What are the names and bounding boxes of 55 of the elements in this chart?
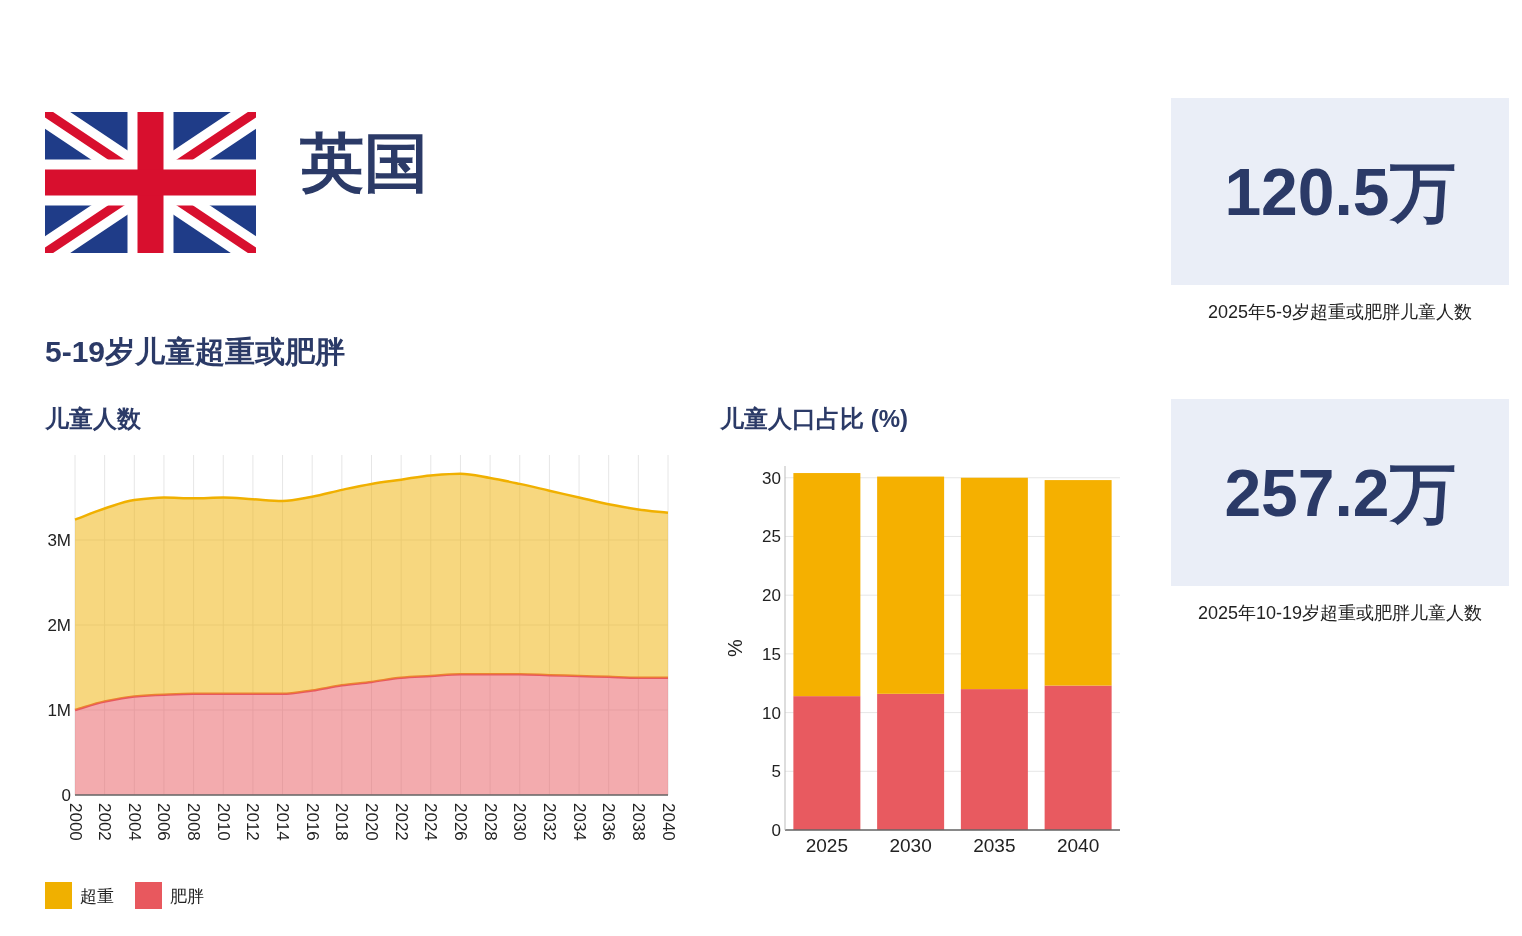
x-tick-label: 2028 [480,803,500,841]
x-tick-label: 2002 [95,803,115,841]
bar [960,689,1028,830]
x-tick-label: 2030 [889,835,932,856]
x-tick-label: 2018 [332,803,352,841]
x-tick-label: 2026 [450,803,470,841]
x-tick-label: 2020 [362,803,381,841]
x-tick-label: 2040 [658,803,678,841]
text: 英国 [299,127,428,199]
chart-title: 儿童人数 [44,405,142,432]
x-tick-label: 2010 [213,803,233,841]
text: 5-19岁儿童超重或肥胖 [45,335,346,368]
bar [960,477,1028,690]
legend-label: 超重 [80,887,114,906]
bar [1044,480,1112,686]
y-tick-label: 25 [762,527,781,547]
y-tick-label: 30 [762,468,781,488]
text: 2025年10-19岁超重或肥胖儿童人数 [1197,603,1483,623]
chart-title: 儿童人口占比 (%) [719,405,908,432]
text: 257.2万 [1224,456,1456,530]
text: 120.5万 [1224,155,1456,229]
x-tick-label: 2034 [569,803,589,841]
x-tick-label: 2000 [65,803,85,841]
x-tick-label: 2024 [421,803,441,841]
y-tick-label: 0 [61,786,71,805]
legend-label: 肥胖 [170,887,204,906]
x-tick-label: 2035 [973,835,1016,856]
bar [793,696,861,830]
x-tick-label: 2014 [273,803,293,841]
bar [1044,685,1112,830]
x-tick-label: 2025 [805,835,849,856]
x-tick-label: 2008 [184,803,204,841]
y-tick-label: 5 [771,762,781,782]
y-tick-label: 20 [762,586,781,606]
x-tick-label: 2016 [302,803,322,841]
x-tick-label: 2032 [539,803,559,841]
x-tick-label: 2036 [599,803,619,841]
x-tick-label: 2006 [154,803,174,841]
bar [877,693,945,830]
text: 2025年5-9岁超重或肥胖儿童人数 [1207,302,1473,322]
x-tick-label: 2038 [628,803,648,841]
y-tick-label: 3M [47,531,71,550]
y-axis-title: % [724,638,746,657]
y-tick-label: 0 [771,821,781,840]
y-tick-label: 10 [762,703,781,723]
x-tick-label: 2022 [391,803,411,841]
y-tick-label: 15 [762,644,781,664]
x-tick-label: 2040 [1056,835,1100,856]
bar [793,473,861,697]
x-tick-label: 2030 [510,803,530,841]
y-tick-label: 2M [47,616,71,635]
x-tick-label: 2012 [243,803,263,841]
y-tick-label: 1M [47,701,71,720]
x-tick-label: 2004 [124,803,144,841]
bar [877,476,945,694]
